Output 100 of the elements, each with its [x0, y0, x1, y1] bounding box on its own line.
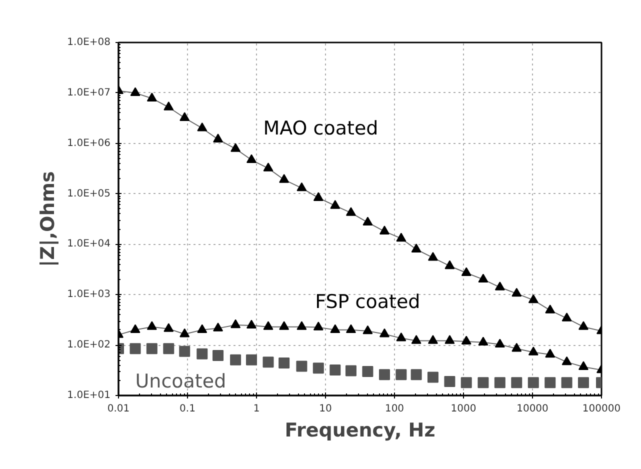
point	[362, 216, 373, 226]
x-tick-label: 0.01	[107, 404, 130, 414]
point	[146, 321, 157, 330]
point	[578, 361, 588, 370]
point	[528, 294, 538, 304]
y-tick-label: 1.0E+06	[67, 138, 111, 149]
point	[330, 200, 340, 209]
x-tick-label: 10000	[516, 404, 548, 414]
point	[428, 335, 438, 344]
point	[313, 322, 324, 330]
x-tick-label: 100	[384, 404, 404, 414]
x-axis-title: Frequency, Hz	[284, 420, 436, 442]
point	[362, 366, 374, 377]
point	[478, 274, 488, 283]
point	[379, 328, 390, 338]
point	[411, 335, 422, 344]
point	[330, 364, 341, 376]
point	[396, 332, 406, 342]
x-tick-label: 10	[319, 404, 332, 414]
point	[279, 174, 290, 183]
point	[512, 342, 522, 352]
point	[345, 365, 356, 376]
point	[313, 192, 324, 201]
point	[246, 154, 256, 163]
point	[279, 321, 290, 330]
point	[346, 207, 356, 216]
point	[396, 369, 407, 380]
point	[528, 346, 538, 356]
series-label: MAO coated	[263, 117, 378, 140]
point	[262, 356, 274, 368]
point	[578, 321, 588, 330]
point	[146, 92, 157, 102]
point	[444, 376, 456, 387]
point	[512, 288, 522, 297]
y-axis-title: |Z|,Ohms	[37, 171, 60, 267]
y-tick-label: 1.0E+02	[67, 340, 111, 351]
point	[246, 354, 257, 366]
point	[511, 377, 522, 388]
point	[478, 336, 488, 346]
y-tick-label: 1.0E+01	[67, 390, 111, 401]
point	[444, 335, 455, 344]
point	[411, 244, 422, 252]
point	[278, 358, 290, 369]
point	[263, 162, 274, 172]
y-tick-label: 1.0E+03	[67, 289, 111, 300]
point	[562, 356, 572, 366]
point	[196, 348, 208, 360]
point	[213, 134, 224, 142]
point	[180, 112, 190, 121]
point	[544, 377, 556, 388]
series-label: FSP coated	[315, 290, 420, 313]
x-tick-label: 0.1	[180, 404, 196, 414]
point	[296, 321, 307, 330]
point	[197, 122, 208, 132]
point	[562, 312, 572, 322]
point	[179, 346, 190, 357]
point	[130, 324, 140, 333]
point	[528, 377, 539, 388]
point	[164, 323, 174, 332]
y-tick-label: 1.0E+05	[67, 188, 111, 200]
point	[163, 343, 174, 354]
point	[494, 338, 505, 348]
x-tick-label: 1000	[450, 404, 476, 414]
point	[378, 369, 390, 380]
x-tick-label: 1	[253, 404, 260, 414]
point	[230, 143, 241, 152]
point	[396, 232, 406, 242]
point	[296, 182, 307, 192]
y-tick-label: 1.0E+08	[67, 37, 111, 48]
point	[330, 324, 340, 333]
point	[130, 343, 141, 354]
point	[545, 348, 556, 358]
point	[410, 369, 422, 380]
point	[230, 354, 242, 366]
point	[427, 372, 438, 383]
point	[246, 320, 256, 329]
point	[146, 343, 158, 354]
point	[213, 322, 224, 332]
point	[561, 377, 572, 388]
point	[494, 282, 505, 290]
point	[545, 304, 556, 314]
point	[478, 377, 489, 388]
y-tick-label: 1.0E+04	[67, 238, 111, 250]
point	[164, 102, 174, 110]
point	[461, 336, 472, 345]
point	[444, 260, 455, 270]
point	[296, 360, 308, 372]
point	[494, 377, 506, 388]
point	[212, 350, 224, 362]
series-label: Uncoated	[135, 370, 226, 393]
point	[346, 324, 356, 333]
point	[379, 226, 390, 234]
point	[428, 252, 438, 261]
point	[197, 324, 208, 333]
point	[263, 321, 274, 330]
point	[130, 87, 140, 96]
point	[461, 267, 472, 276]
point	[180, 328, 190, 338]
point	[460, 377, 472, 388]
point	[230, 319, 241, 328]
